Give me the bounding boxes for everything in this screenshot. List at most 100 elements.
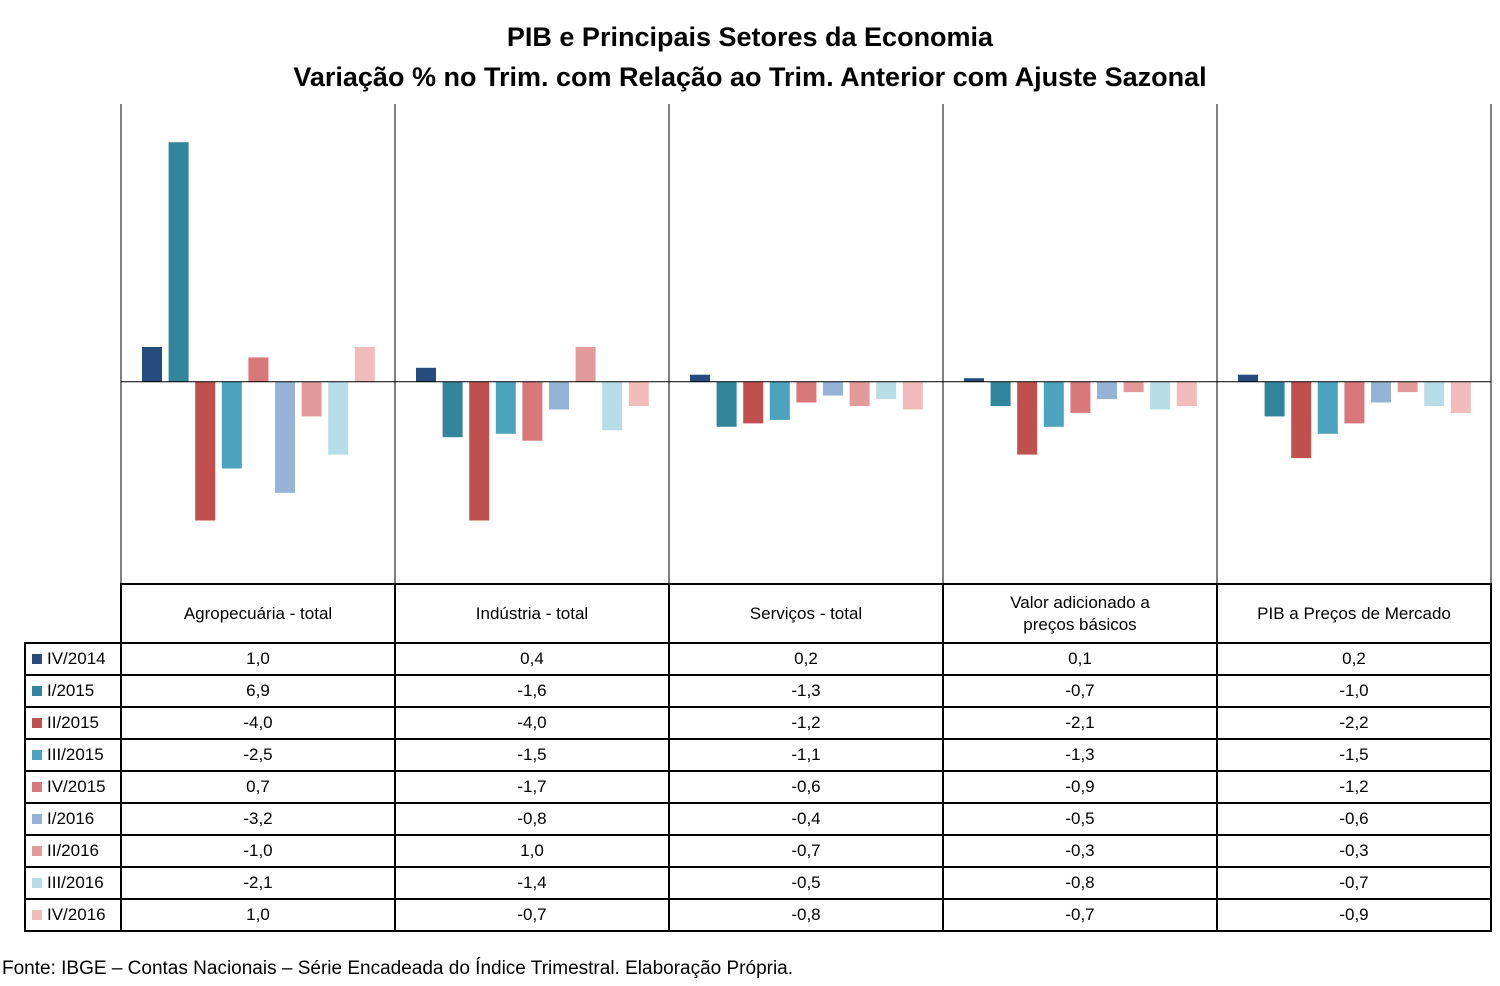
data-value: -0,6 [668,770,944,804]
table-row: IV/2014 1,0 0,4 0,2 0,1 0,2 [24,642,1492,676]
data-value: -0,7 [394,898,670,932]
data-value: 0,4 [394,642,670,676]
legend-swatch [32,910,42,920]
data-table: Agropecuária - total Indústria - total Ser… [24,583,1492,932]
bar [902,381,923,410]
data-value: -0,9 [1216,898,1492,932]
legend-swatch [32,686,42,696]
bar [628,381,649,406]
table-row: I/2015 6,9 -1,6 -1,3 -0,7 -1,0 [24,674,1492,708]
bar [142,347,162,382]
data-value: -2,1 [120,866,396,900]
legend-swatch [32,814,42,824]
bar [1123,381,1144,393]
table-row: II/2016 -1,0 1,0 -0,7 -0,3 -0,3 [24,834,1492,868]
data-value: -0,6 [1216,802,1492,836]
data-value: -0,3 [942,834,1218,868]
bar-chart-plot [120,104,1492,583]
bar [1176,381,1197,406]
bar [248,357,269,382]
data-value: -1,7 [394,770,670,804]
bar [602,381,623,431]
data-value: -0,9 [942,770,1218,804]
data-value: -4,0 [394,706,670,740]
bar [549,381,569,410]
data-value: 1,0 [120,642,396,676]
table-row: IV/2015 0,7 -1,7 -0,6 -0,9 -1,2 [24,770,1492,804]
data-value: 0,7 [120,770,396,804]
data-value: -2,1 [942,706,1218,740]
table-header-row: Agropecuária - total Indústria - total Ser… [25,583,1492,644]
data-value: -1,1 [668,738,944,772]
table-row: III/2015 -2,5 -1,5 -1,1 -1,3 -1,5 [24,738,1492,772]
bar [964,378,984,382]
legend-entry: III/2016 [24,866,122,900]
bar [168,142,189,382]
category-label: Indústria - total [394,583,670,644]
data-value: -2,5 [120,738,396,772]
bar [876,381,897,400]
data-value: -1,4 [394,866,670,900]
table-corner [25,584,122,644]
legend-swatch [32,878,42,888]
data-value: -1,5 [394,738,670,772]
series-name: I/2016 [47,809,95,828]
data-value: 0,1 [942,642,1218,676]
series-name: IV/2015 [47,777,106,796]
bar [769,381,790,420]
bar [328,381,349,455]
data-value: -4,0 [120,706,396,740]
table-row: III/2016 -2,1 -1,4 -0,5 -0,8 -0,7 [24,866,1492,900]
data-value: -0,3 [1216,834,1492,868]
data-value: -1,0 [120,834,396,868]
data-value: -0,8 [394,802,670,836]
bar [1043,381,1064,427]
data-value: -1,5 [1216,738,1492,772]
series-name: I/2015 [47,681,95,700]
series-name: IV/2014 [47,649,106,668]
data-value: 1,0 [394,834,670,868]
data-value: -1,2 [1216,770,1492,804]
data-value: 1,0 [120,898,396,932]
bar [1291,381,1312,459]
data-value: -0,7 [1216,866,1492,900]
table-row: I/2016 -3,2 -0,8 -0,4 -0,5 -0,6 [24,802,1492,836]
bar [522,381,543,441]
data-value: -0,8 [668,898,944,932]
bar [690,374,710,382]
legend-entry: I/2016 [24,802,122,836]
legend-swatch [32,846,42,856]
bar [1397,381,1418,393]
bar [469,381,490,521]
data-value: -0,7 [942,674,1218,708]
bar [442,381,463,438]
bar [1017,381,1038,455]
bar [849,381,870,406]
series-name: II/2015 [47,713,99,732]
legend-swatch [32,782,42,792]
data-value: -1,2 [668,706,944,740]
data-value: -0,7 [668,834,944,868]
bar [1097,381,1117,400]
data-value: -0,4 [668,802,944,836]
legend-entry: II/2015 [24,706,122,740]
bar [195,381,216,521]
bar [301,381,322,417]
bar [1317,381,1338,434]
bar [1238,374,1258,382]
series-name: IV/2016 [47,905,106,924]
legend-entry: II/2016 [24,834,122,868]
data-value: -1,3 [668,674,944,708]
category-label: Serviços - total [668,583,944,644]
bar [275,381,295,493]
bar [1150,381,1171,410]
data-value: 0,2 [668,642,944,676]
legend-entry: IV/2016 [24,898,122,932]
series-name: III/2016 [47,873,104,892]
bar [1344,381,1365,424]
bar [416,367,436,382]
legend-swatch [32,718,42,728]
table-row: II/2015 -4,0 -4,0 -1,2 -2,1 -2,2 [24,706,1492,740]
bar [716,381,737,427]
data-value: -0,8 [942,866,1218,900]
